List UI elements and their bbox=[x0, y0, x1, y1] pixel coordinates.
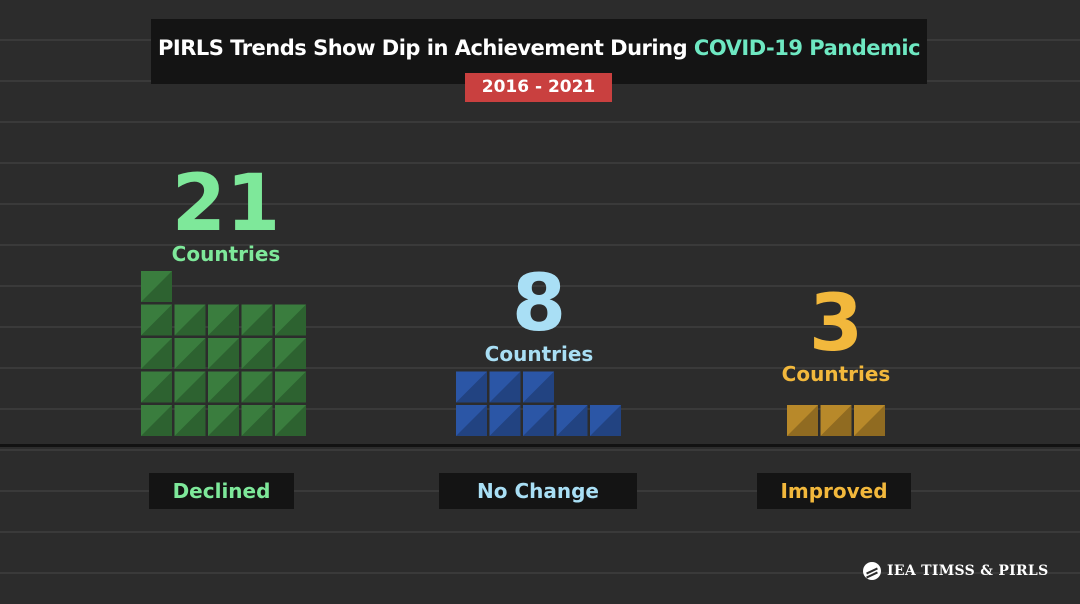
country-block bbox=[208, 405, 239, 436]
no-change-count-value: 8 bbox=[511, 259, 567, 349]
country-block bbox=[208, 371, 239, 403]
country-block bbox=[241, 371, 273, 403]
logo-text: IEA TIMSS & PIRLS bbox=[887, 563, 1049, 579]
country-block bbox=[141, 271, 172, 302]
title-prefix: PIRLS Trends Show Dip in Achievement Dur… bbox=[157, 36, 694, 60]
iea-logo-icon bbox=[863, 562, 881, 580]
country-block bbox=[590, 405, 621, 436]
country-block bbox=[208, 304, 239, 336]
improved-count-unit: Countries bbox=[781, 362, 891, 386]
country-block bbox=[523, 405, 554, 436]
category-declined: Declined bbox=[149, 473, 294, 509]
country-block bbox=[820, 405, 852, 436]
category-improved: Improved bbox=[757, 473, 911, 509]
country-block bbox=[208, 338, 239, 369]
country-block bbox=[141, 405, 172, 436]
country-block bbox=[275, 304, 306, 336]
country-block bbox=[275, 405, 306, 436]
country-block bbox=[456, 371, 487, 403]
country-block bbox=[489, 371, 521, 403]
country-block bbox=[556, 405, 588, 436]
country-block bbox=[489, 405, 521, 436]
country-block bbox=[174, 371, 206, 403]
country-block bbox=[241, 338, 273, 369]
country-block bbox=[854, 405, 885, 436]
improved-count-value: 3 bbox=[808, 279, 864, 369]
iea-timss-pirls-logo: IEA TIMSS & PIRLS bbox=[863, 560, 1049, 582]
country-block bbox=[275, 371, 306, 403]
country-block bbox=[241, 405, 273, 436]
chart-title: PIRLS Trends Show Dip in Achievement Dur… bbox=[151, 36, 927, 60]
country-block bbox=[141, 338, 172, 369]
country-block bbox=[456, 405, 487, 436]
country-block bbox=[174, 405, 206, 436]
no-change-count-label: 8 Countries bbox=[464, 265, 614, 365]
country-block bbox=[787, 405, 818, 436]
declined-count-value: 21 bbox=[171, 159, 281, 249]
country-block bbox=[141, 304, 172, 336]
baseline-divider bbox=[0, 444, 1080, 447]
country-block bbox=[275, 338, 306, 369]
country-block bbox=[141, 371, 172, 403]
no-change-count-unit: Countries bbox=[484, 342, 594, 366]
declined-count-label: 21 Countries bbox=[151, 165, 301, 265]
period-badge: 2016 - 2021 bbox=[465, 73, 612, 102]
country-block bbox=[241, 304, 273, 336]
country-block bbox=[523, 371, 554, 403]
country-block bbox=[174, 304, 206, 336]
improved-count-label: 3 Countries bbox=[761, 285, 911, 385]
title-highlight: COVID-19 Pandemic bbox=[693, 36, 921, 60]
category-no-change: No Change bbox=[439, 473, 637, 509]
country-block bbox=[174, 338, 206, 369]
declined-count-unit: Countries bbox=[171, 242, 281, 266]
